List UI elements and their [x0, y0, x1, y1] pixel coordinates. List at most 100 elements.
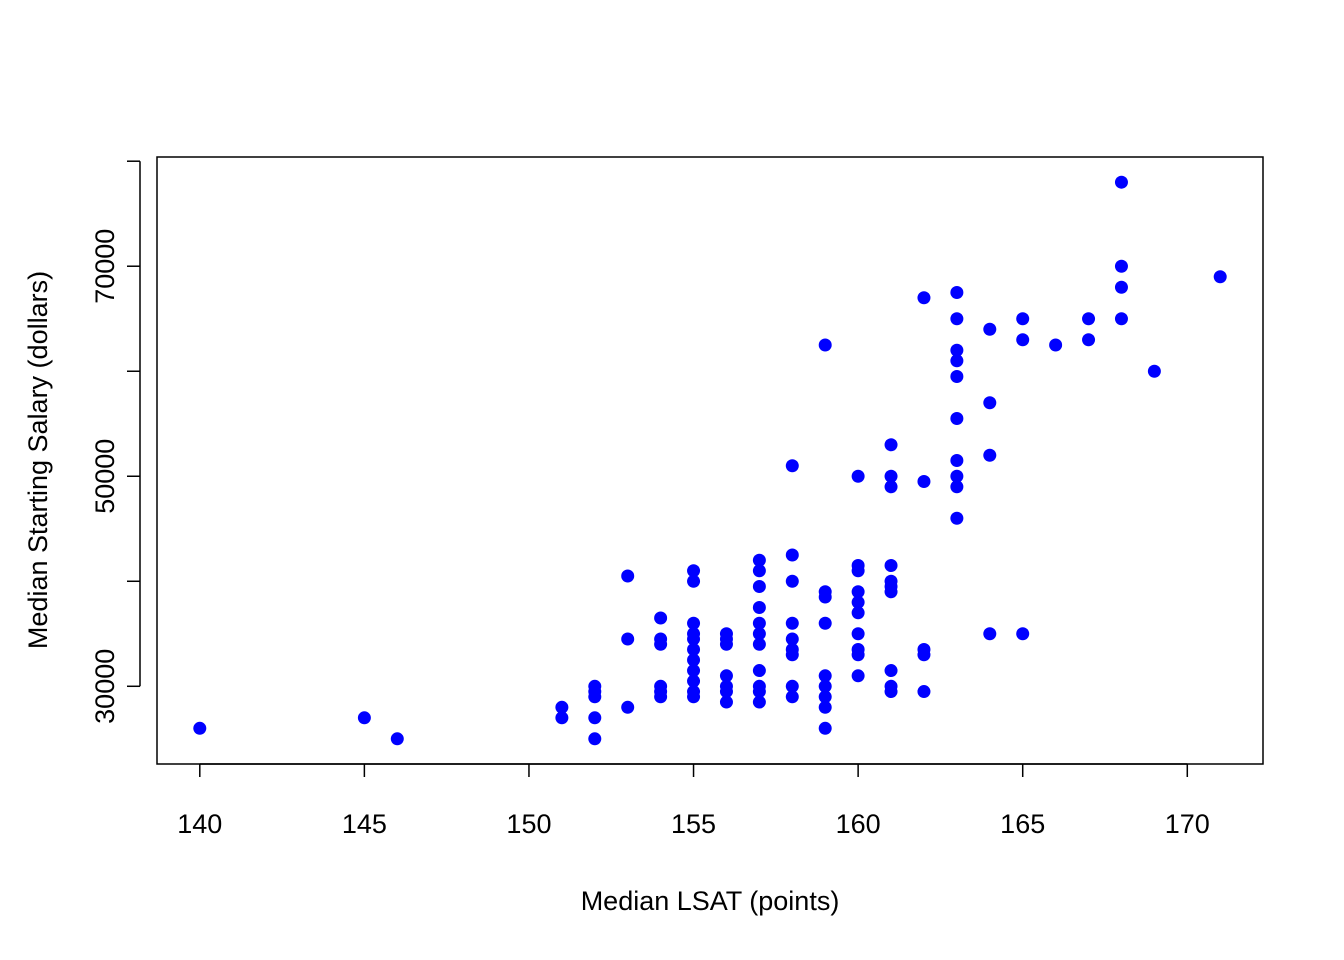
data-point — [884, 664, 898, 678]
data-point — [917, 685, 931, 699]
data-point — [818, 700, 832, 714]
data-point — [884, 469, 898, 483]
data-point — [950, 480, 964, 494]
data-point — [687, 690, 701, 704]
y-tick-label: 70000 — [90, 229, 120, 304]
data-point — [193, 721, 207, 735]
data-point — [818, 690, 832, 704]
data-point — [1147, 364, 1161, 378]
data-point — [851, 585, 865, 599]
y-axis-title: Median Starting Salary (dollars) — [23, 271, 53, 649]
data-point — [752, 695, 766, 709]
data-point — [588, 690, 602, 704]
data-point — [1016, 333, 1030, 347]
data-point — [687, 643, 701, 657]
data-point — [851, 669, 865, 683]
data-point — [687, 564, 701, 578]
data-point — [654, 690, 668, 704]
data-point — [785, 616, 799, 630]
data-point — [983, 396, 997, 410]
data-point — [851, 627, 865, 641]
data-point — [687, 664, 701, 678]
data-point — [719, 685, 733, 699]
data-point — [983, 448, 997, 462]
data-point — [752, 685, 766, 699]
x-tick-label: 150 — [506, 809, 551, 839]
data-point — [785, 574, 799, 588]
data-point — [1213, 270, 1227, 284]
data-point — [588, 732, 602, 746]
data-point — [752, 637, 766, 651]
data-point — [621, 569, 635, 583]
data-point — [752, 664, 766, 678]
data-point — [884, 585, 898, 599]
data-point — [1016, 627, 1030, 641]
data-point — [983, 627, 997, 641]
data-point — [950, 343, 964, 357]
data-point — [884, 480, 898, 494]
y-axis: 30000 50000 70000 — [90, 160, 141, 724]
data-point — [687, 632, 701, 646]
data-point — [1114, 312, 1128, 326]
data-point — [752, 627, 766, 641]
data-point — [785, 679, 799, 693]
data-point — [818, 679, 832, 693]
data-point — [950, 312, 964, 326]
data-point — [851, 469, 865, 483]
data-point — [654, 637, 668, 651]
data-point — [390, 732, 404, 746]
data-point — [752, 553, 766, 567]
data-point — [818, 616, 832, 630]
data-point — [917, 291, 931, 305]
data-point — [1114, 280, 1128, 294]
data-point — [555, 711, 569, 725]
x-tick-label: 165 — [1000, 809, 1045, 839]
x-tick-label: 170 — [1165, 809, 1210, 839]
data-point — [752, 580, 766, 594]
data-point — [752, 616, 766, 630]
data-point — [950, 411, 964, 425]
data-point — [917, 648, 931, 662]
data-point — [687, 674, 701, 688]
data-point — [752, 601, 766, 615]
data-point — [1082, 333, 1096, 347]
data-point — [1114, 175, 1128, 189]
data-point — [785, 690, 799, 704]
y-tick-label: 50000 — [90, 439, 120, 514]
x-axis: 140 145 150 155 160 165 170 — [177, 763, 1210, 839]
data-point — [588, 711, 602, 725]
x-tick-label: 140 — [177, 809, 222, 839]
data-point — [818, 721, 832, 735]
data-point — [1082, 312, 1096, 326]
data-point — [950, 454, 964, 467]
x-axis-title: Median LSAT (points) — [581, 886, 840, 916]
data-point — [687, 616, 701, 630]
data-point — [621, 700, 635, 714]
data-point — [851, 648, 865, 662]
data-point — [1114, 259, 1128, 273]
data-point — [785, 632, 799, 646]
data-point — [950, 285, 964, 299]
data-point — [884, 559, 898, 573]
data-point — [752, 564, 766, 578]
data-point — [654, 611, 668, 625]
data-point — [687, 574, 701, 588]
data-point — [950, 469, 964, 483]
data-points — [193, 175, 1227, 746]
data-point — [621, 632, 635, 646]
data-point — [785, 648, 799, 662]
data-point — [950, 354, 964, 368]
data-point — [818, 590, 832, 604]
data-point — [950, 369, 964, 383]
x-tick-label: 160 — [836, 809, 881, 839]
data-point — [818, 669, 832, 683]
data-point — [1049, 338, 1063, 352]
data-point — [785, 459, 799, 473]
y-tick-label: 30000 — [90, 649, 120, 724]
data-point — [1016, 312, 1030, 326]
data-point — [950, 511, 964, 525]
data-point — [719, 637, 733, 651]
x-tick-label: 145 — [342, 809, 387, 839]
data-point — [851, 564, 865, 578]
